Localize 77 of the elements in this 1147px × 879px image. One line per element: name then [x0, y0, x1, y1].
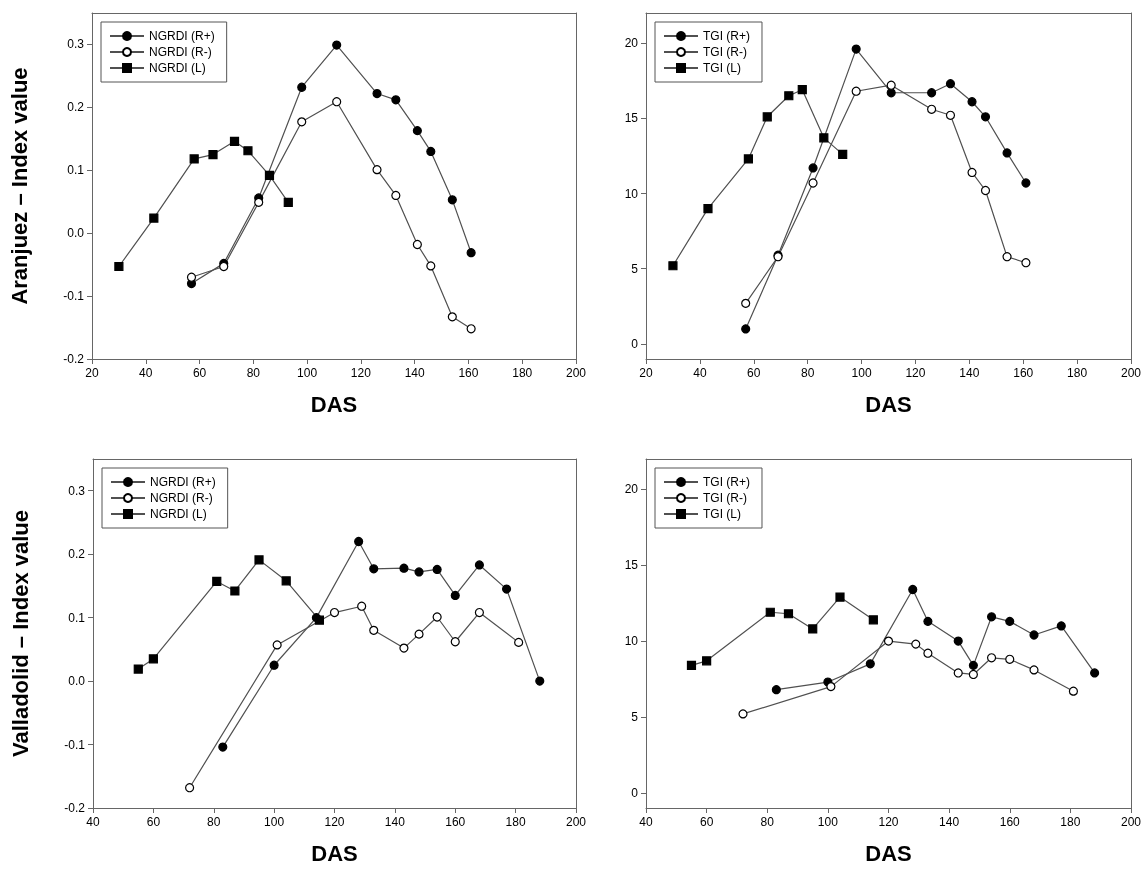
x-tick-label: 120 — [878, 815, 899, 829]
y-tick-label: 5 — [631, 261, 639, 276]
legend-label: TGI (L) — [703, 61, 741, 75]
y-tick-label: -0.1 — [64, 737, 86, 752]
x-tick-label: 160 — [458, 366, 479, 380]
legend-label: NGRDI (R-) — [150, 491, 213, 505]
x-tick-label: 160 — [445, 815, 466, 829]
x-tick-label: 80 — [760, 815, 775, 829]
y-tick-label: -0.2 — [64, 801, 86, 815]
y-tick-label: 0 — [631, 336, 639, 351]
x-tick-label: 100 — [851, 366, 872, 380]
y-tick-label: 0 — [631, 785, 639, 800]
x-axis-title: DAS — [310, 391, 358, 417]
x-tick-label: 200 — [1120, 366, 1142, 380]
x-tick-label: 160 — [1013, 366, 1034, 380]
y-tick-label: 20 — [624, 482, 639, 497]
legend-label: NGRDI (L) — [149, 61, 206, 75]
x-tick-label: 140 — [939, 815, 960, 829]
legend-label: TGI (R-) — [703, 491, 747, 505]
y-tick-label: 0.0 — [68, 674, 86, 689]
y-axis-title: Valladolid – Index value — [7, 510, 33, 757]
y-tick-label: 5 — [631, 709, 639, 724]
x-tick-label: 120 — [905, 366, 926, 380]
x-tick-label: 140 — [384, 815, 406, 829]
x-axis-title: DAS — [865, 391, 912, 417]
legend-label: NGRDI (L) — [150, 507, 207, 521]
x-tick-label: 100 — [817, 815, 839, 829]
x-tick-label: 180 — [1067, 366, 1088, 380]
legend-label: TGI (R+) — [703, 475, 750, 489]
y-tick-label: -0.2 — [63, 352, 85, 366]
x-tick-label: 200 — [565, 815, 587, 829]
y-tick-label: 0.1 — [68, 610, 86, 625]
x-tick-label: 40 — [139, 366, 153, 380]
x-tick-label: 80 — [800, 366, 815, 380]
y-tick-label: 0.1 — [67, 163, 85, 178]
y-tick-label: 10 — [624, 634, 639, 649]
x-tick-label: 180 — [505, 815, 526, 829]
legend-label: NGRDI (R-) — [149, 45, 212, 59]
legend-label: TGI (R-) — [703, 45, 747, 59]
x-tick-label: 200 — [1120, 815, 1142, 829]
x-tick-label: 40 — [693, 366, 707, 380]
x-tick-label: 100 — [264, 815, 285, 829]
x-tick-label: 180 — [512, 366, 533, 380]
y-axis-title: Aranjuez – Index value — [6, 67, 32, 305]
x-tick-label: 80 — [246, 366, 261, 380]
x-tick-label: 140 — [959, 366, 980, 380]
x-axis-title: DAS — [311, 840, 358, 866]
x-tick-label: 60 — [146, 815, 161, 829]
y-tick-label: 0.3 — [67, 37, 85, 52]
x-tick-label: 60 — [192, 366, 207, 380]
x-tick-label: 160 — [999, 815, 1021, 829]
y-tick-label: 0.0 — [67, 226, 85, 241]
x-tick-label: 20 — [85, 366, 99, 380]
y-tick-label: 15 — [624, 558, 639, 573]
x-tick-label: 60 — [747, 366, 761, 380]
y-tick-label: 0.2 — [68, 547, 86, 562]
y-tick-label: -0.1 — [63, 289, 85, 304]
y-tick-label: 0.2 — [67, 100, 85, 115]
legend-label: TGI (L) — [703, 507, 741, 521]
y-tick-label: 20 — [624, 36, 639, 51]
x-tick-label: 100 — [297, 366, 318, 380]
x-tick-label: 40 — [639, 815, 653, 829]
legend-label: NGRDI (R+) — [150, 475, 216, 489]
x-axis-title: DAS — [865, 840, 912, 866]
x-tick-label: 180 — [1060, 815, 1081, 829]
x-tick-label: 40 — [86, 815, 100, 829]
x-tick-label: 60 — [699, 815, 714, 829]
x-tick-label: 200 — [565, 366, 587, 380]
x-tick-label: 80 — [207, 815, 221, 829]
y-tick-label: 10 — [624, 186, 639, 201]
legend-label: TGI (R+) — [703, 29, 750, 43]
x-tick-label: 120 — [350, 366, 372, 380]
legend-label: NGRDI (R+) — [149, 29, 215, 43]
x-tick-label: 120 — [324, 815, 345, 829]
y-tick-label: 15 — [624, 111, 639, 126]
x-tick-label: 140 — [404, 366, 425, 380]
y-tick-label: 0.3 — [68, 483, 86, 498]
